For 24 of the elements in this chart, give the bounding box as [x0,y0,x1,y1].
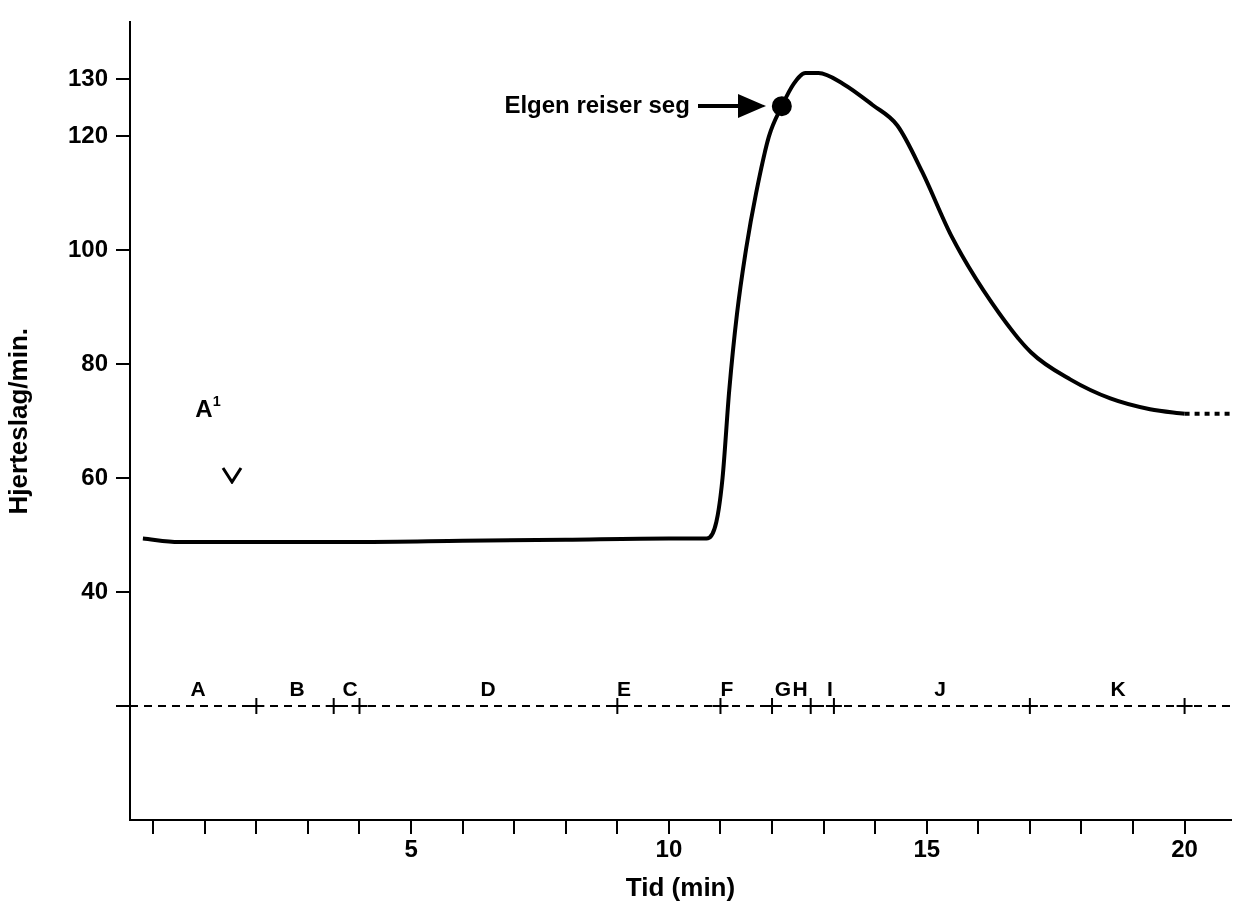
y-tick-label: 80 [81,348,108,376]
annotation: J [934,676,946,700]
annotation: B [289,676,305,700]
x-tick-label: 10 [655,835,683,863]
annotation: I [827,676,833,700]
y-tick-label: 40 [81,576,108,604]
x-tick-label: 5 [404,835,418,863]
annotation: G [774,676,792,700]
y-tick-label: 120 [67,120,108,148]
y-tick-label: 60 [81,462,108,490]
x-axis-title: Tid (min) [625,871,736,902]
y-tick-label: 130 [67,64,108,91]
y-tick-label: 100 [67,234,108,262]
annotation: A [190,676,206,700]
annotation: D [480,676,496,700]
annotation: C [342,676,358,700]
annotation: H [792,676,808,700]
y-axis-title: Hjerteslag/min. [2,328,33,515]
annotation: F [720,676,734,700]
x-tick-label: 15 [913,835,941,863]
x-tick-label: 20 [1171,835,1198,863]
annotation: K [1110,676,1126,700]
annotation: Elgen reiser seg [504,90,690,118]
annotation: E [617,676,632,700]
